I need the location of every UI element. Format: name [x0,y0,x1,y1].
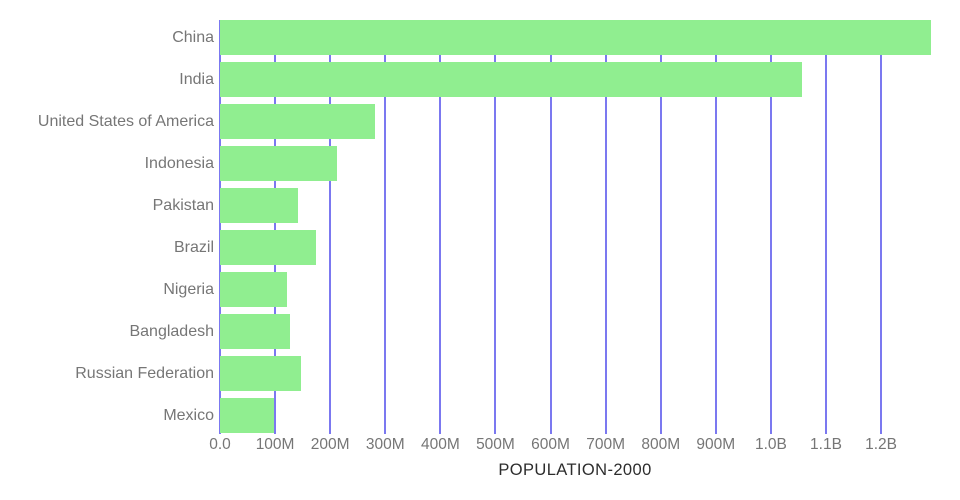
x-tick-600m: 600M [531,436,570,453]
bar-indonesia [220,146,337,181]
bar-united-states-of-america [220,104,376,139]
gridline-800m [659,20,662,434]
gridline-0-0 [219,20,221,434]
x-tick-0-0: 0.0 [209,436,231,453]
bar-bangladesh [220,314,291,349]
gridline-100m [274,20,277,434]
gridline-900m [714,20,717,434]
y-label-nigeria: Nigeria [163,280,214,298]
bar-brazil [220,230,317,265]
x-tick-1-1b: 1.1B [810,436,842,453]
gridline-200m [329,20,332,434]
plot-area [219,20,931,434]
x-tick-500m: 500M [476,436,515,453]
x-tick-1-2b: 1.2B [865,436,898,453]
gridline-400m [439,20,442,434]
gridline-700m [604,20,607,434]
y-label-russian-federation: Russian Federation [75,364,214,382]
x-tick-100m: 100M [255,436,295,453]
bars [220,20,931,434]
gridline-1-1b [824,20,827,434]
y-label-bangladesh: Bangladesh [129,322,214,340]
y-label-india: India [179,70,214,88]
bar-india [220,62,803,97]
x-tick-1-0b: 1.0B [754,436,787,453]
x-tick-400m: 400M [420,436,460,453]
gridline-300m [384,20,387,434]
x-tick-700m: 700M [586,436,626,453]
bar-pakistan [220,188,299,223]
y-label-china: China [172,28,214,46]
gridline-1-0b [769,20,772,434]
y-label-indonesia: Indonesia [144,154,214,172]
y-label-brazil: Brazil [173,238,214,256]
chart-title: POPULATION-2000 [498,461,652,479]
y-label-pakistan: Pakistan [152,196,214,214]
y-label-mexico: Mexico [163,406,214,424]
x-tick-300m: 300M [365,436,405,453]
x-tick-900m: 900M [696,436,736,453]
gridline-600m [549,20,552,434]
x-tick-800m: 800M [641,436,681,453]
x-tick-200m: 200M [310,436,350,453]
y-label-united-states-of-america: United States of America [37,112,214,130]
gridlines [219,20,931,434]
x-axis-labels: 0.0 100M 200M 300M 400M 500M 600M 700M 800M 900M 1… [0,436,960,456]
gridline-1-2b [880,20,883,434]
bar-china [220,20,931,55]
bar-mexico [220,398,275,433]
bar-nigeria [220,272,288,307]
gridline-500m [494,20,497,434]
bar-russian-federation [220,356,301,391]
